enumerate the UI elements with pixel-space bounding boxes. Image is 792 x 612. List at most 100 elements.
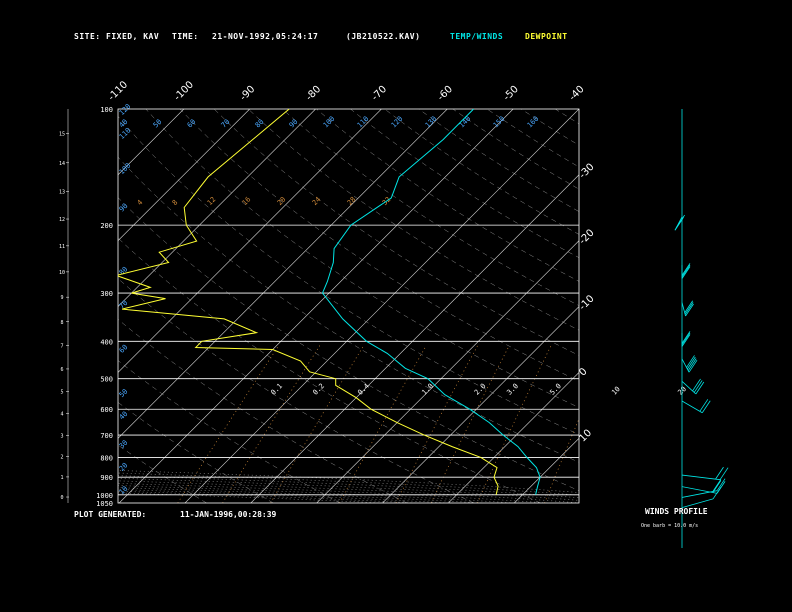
pressure-tick-label: 400: [100, 338, 113, 346]
dry-adiabat: [118, 444, 207, 503]
pressure-tick-label: 300: [100, 290, 113, 298]
winds-profile-title: WINDS PROFILE: [645, 507, 708, 516]
left-blue-label: 80: [118, 265, 130, 277]
isotherm-line: [118, 109, 448, 439]
height-tick-label: 2: [60, 454, 63, 460]
wind-barb-flag: [681, 331, 691, 344]
dry-adiabat: [418, 109, 579, 212]
wind-barb-flag: [686, 355, 695, 368]
wind-barb-staff: [681, 498, 714, 508]
height-tick-label: 6: [60, 367, 63, 373]
isotherm-line: [118, 109, 119, 110]
mixing-ratio-label: 5.0: [548, 382, 563, 397]
moist-adiabat: [118, 487, 482, 503]
dry-adiabat: [520, 109, 579, 146]
dry-adiabat: [118, 116, 579, 435]
wind-barb-flag: [716, 478, 726, 491]
wind-barb-flag: [712, 479, 722, 492]
pressure-tick-label: 200: [100, 222, 113, 230]
wind-barb-flag: [687, 356, 696, 370]
left-blue-label: 40: [118, 410, 130, 422]
wind-barb-staff: [681, 380, 697, 395]
wind-barb-flag: [715, 466, 724, 480]
isotherm-line: [448, 372, 579, 503]
pressure-tick-label: 900: [100, 474, 113, 482]
temp-tick-right: 10: [577, 428, 594, 445]
dry-adiabat: [658, 109, 792, 503]
wind-barb-staff: [681, 302, 686, 317]
pressure-tick-label: 700: [100, 432, 113, 440]
isotherm-line: [118, 109, 514, 503]
upper-blue-label: 130: [424, 115, 439, 130]
dry-adiabat: [118, 360, 341, 503]
pressure-tick-label: 800: [100, 454, 113, 462]
isotherm-line: [118, 109, 250, 242]
wind-barb: [681, 300, 694, 317]
wind-barb-flag: [681, 263, 691, 276]
moist-adiabat: [118, 480, 579, 503]
height-tick-label: 0: [60, 495, 63, 501]
plot-frame: [117, 108, 580, 504]
moist-adiabat: [118, 489, 449, 503]
wind-barb-flag: [687, 358, 697, 371]
upper-blue-label: 80: [254, 118, 266, 130]
upper-orange-label: 24: [311, 195, 323, 207]
height-tick-label: 12: [59, 217, 65, 223]
isotherm-line: [580, 109, 792, 503]
mixing-ratio-line: [430, 345, 510, 503]
wind-barb-flag: [712, 480, 722, 493]
upper-blue-label: 90: [288, 118, 300, 130]
wind-barb-flag: [701, 400, 711, 413]
winds-profile-panel: [674, 109, 729, 548]
moist-adiabat: [118, 483, 548, 503]
generated-label: PLOT GENERATED:: [74, 510, 147, 519]
height-tick-label: 11: [59, 244, 65, 250]
wind-barb-flag: [712, 486, 722, 500]
moist-adiabat: [118, 475, 579, 499]
wind-barb-staff: [681, 474, 721, 481]
dry-adiabat: [316, 109, 579, 282]
height-tick-label: 9: [60, 295, 63, 301]
wind-barb-flag: [693, 380, 703, 393]
moist-adiabat: [118, 490, 416, 503]
site-value: FIXED, KAV: [106, 32, 160, 41]
temp-tick-top: -70: [370, 84, 389, 103]
wind-barb: [681, 486, 722, 508]
winds-profile-note: One barb = 10.0 m/s: [641, 523, 699, 529]
wind-barb-flag: [688, 359, 698, 373]
temp-tick-top: -60: [436, 84, 455, 103]
left-blue-label: 60: [118, 343, 130, 355]
pressure-tick-label: 1000: [96, 492, 113, 500]
left-blue-label: 10: [118, 485, 130, 497]
mixing-ratio-label: 1.0: [420, 382, 435, 397]
wind-barb: [674, 214, 685, 231]
upper-orange-label: 4: [136, 198, 145, 207]
wind-barb-flag: [684, 300, 694, 313]
dry-adiabat: [213, 109, 579, 356]
grid-layer: [118, 109, 792, 503]
legend-dewpoint: DEWPOINT: [525, 32, 568, 41]
isotherm-line: [118, 109, 185, 176]
mixing-ratio-line: [339, 345, 427, 503]
axis-labels: 1002003004005006007008009001000105015141…: [59, 79, 688, 508]
upper-blue-label: 70: [220, 118, 232, 130]
height-tick-label: 7: [60, 344, 63, 350]
wind-barb: [681, 263, 691, 279]
temp-tick-top: -50: [501, 84, 520, 103]
upper-blue-label: 100: [322, 115, 337, 130]
height-tick-label: 14: [59, 161, 65, 167]
wind-barb-flag: [681, 334, 691, 347]
wind-barb-flag: [719, 467, 729, 480]
wind-barb-flag: [681, 332, 691, 346]
mixing-ratio-label: 2.0: [473, 382, 488, 397]
upper-blue-label: 50: [152, 118, 164, 130]
isotherm-line: [712, 109, 792, 503]
dry-adiabat: [118, 402, 274, 503]
isotherm-line: [250, 174, 579, 503]
upper-orange-label: 12: [206, 195, 218, 207]
mixing-ratio-line: [270, 345, 365, 503]
mixing-ratio-line: [477, 345, 552, 503]
wind-barb-staff: [681, 486, 718, 494]
pressure-tick-label: 1050: [96, 500, 113, 508]
temp-tick-top: -110: [106, 79, 130, 103]
